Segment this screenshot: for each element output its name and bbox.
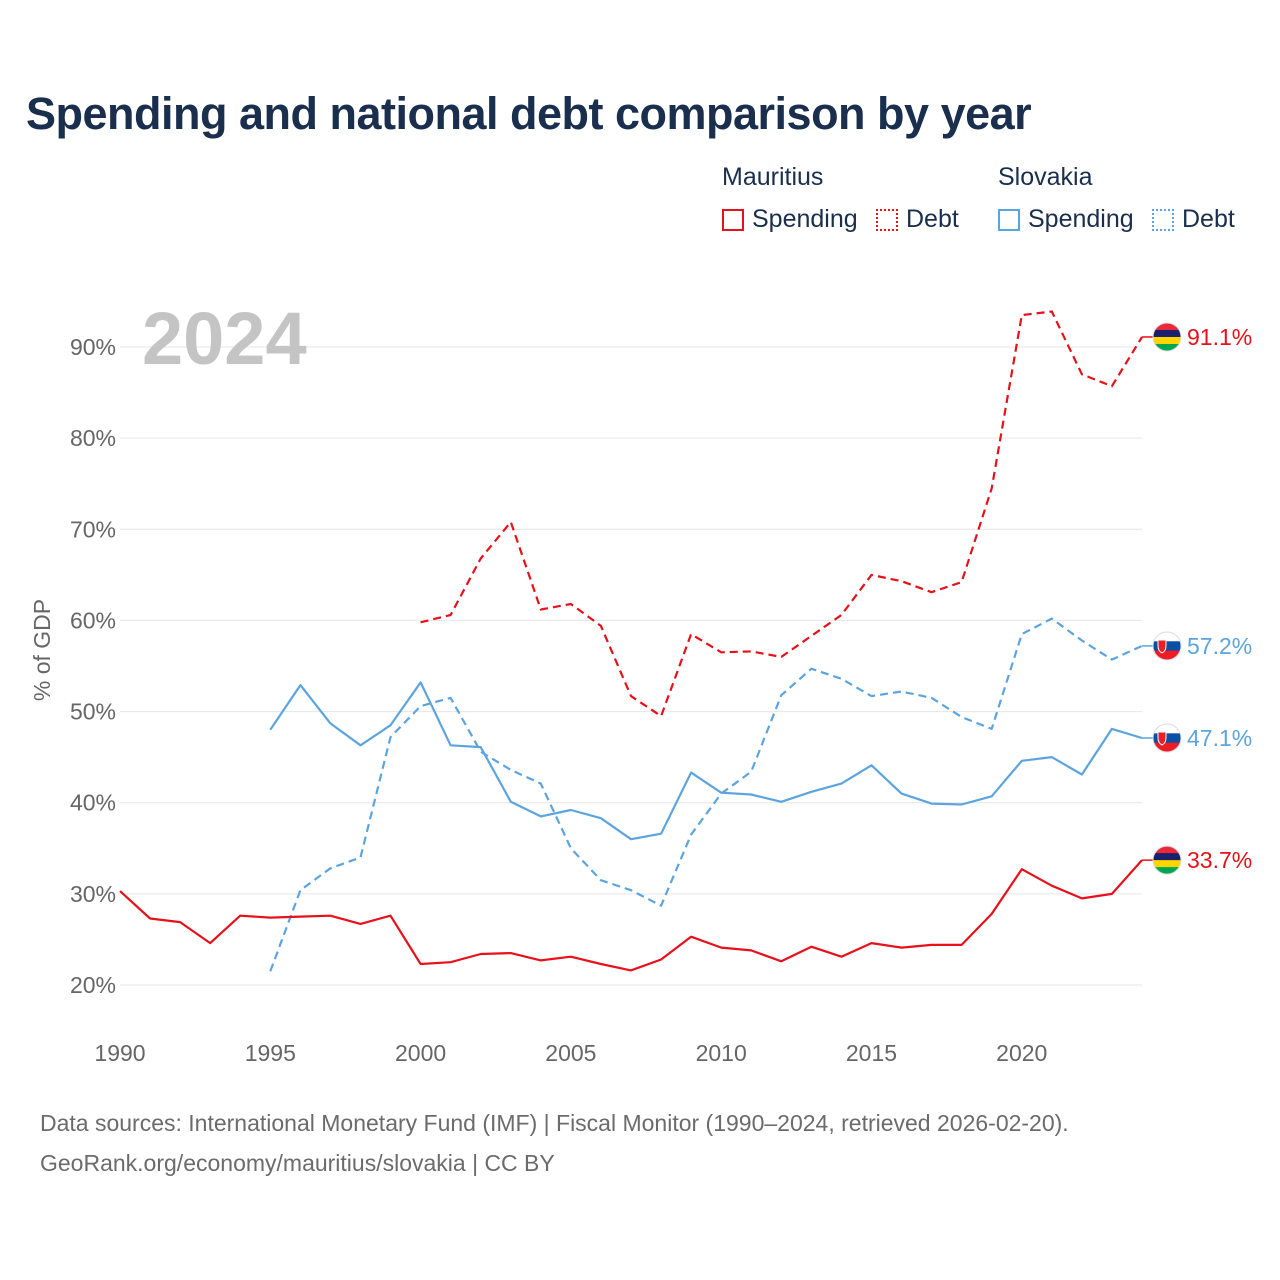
end-value-label: 47.1% (1187, 725, 1252, 751)
slovakia-flag-icon (1152, 723, 1182, 753)
x-tick-label: 2000 (395, 1040, 446, 1066)
legend-label: Debt (1182, 205, 1235, 233)
y-tick-label: 50% (70, 699, 116, 725)
x-tick-label: 2005 (545, 1040, 596, 1066)
legend-label: Spending (752, 205, 858, 233)
legend-country-mauritius: Mauritius (722, 163, 824, 191)
series-line-mauritius-debt[interactable] (420, 310, 1143, 718)
end-value-label: 91.1% (1187, 324, 1252, 350)
x-tick-label: 2020 (996, 1040, 1047, 1066)
y-tick-label: 30% (70, 881, 116, 907)
year-watermark: 2024 (142, 297, 307, 380)
x-tick-label: 2010 (696, 1040, 747, 1066)
y-tick-label: 40% (70, 790, 116, 816)
x-tick-label: 1990 (94, 1040, 145, 1066)
y-tick-label: 20% (70, 972, 116, 998)
series-line-mauritius-spending[interactable] (119, 859, 1143, 972)
slovakia-flag-icon (1152, 631, 1182, 661)
legend-swatch-solid (722, 208, 744, 231)
legend-swatch-solid (998, 208, 1020, 231)
end-value-label: 33.7% (1187, 847, 1252, 873)
mauritius-flag-icon (1152, 845, 1182, 875)
x-tick-label: 2015 (846, 1040, 897, 1066)
legend-swatch-dotted (876, 208, 898, 231)
legend-slovakia-spending[interactable]: Spending (998, 205, 1134, 234)
chart-title: Spending and national debt comparison by… (26, 88, 1032, 139)
legend-mauritius-spending[interactable]: Spending (722, 205, 858, 234)
mauritius-flag-icon (1152, 322, 1182, 352)
series-line-slovakia-debt[interactable] (269, 617, 1143, 972)
y-tick-label: 80% (70, 425, 116, 451)
series-line-slovakia-spending[interactable] (269, 681, 1143, 841)
legend-country-slovakia: Slovakia (998, 163, 1093, 191)
y-tick-label: 60% (70, 607, 116, 633)
x-tick-label: 1995 (245, 1040, 296, 1066)
legend-label: Debt (906, 205, 959, 233)
y-tick-label: 70% (70, 516, 116, 542)
legend-label: Spending (1028, 205, 1134, 233)
legend-mauritius-debt[interactable]: Debt (876, 205, 959, 234)
y-tick-label: 90% (70, 334, 116, 360)
footer-source: Data sources: International Monetary Fun… (40, 1110, 1069, 1136)
legend-swatch-dotted (1152, 208, 1174, 231)
y-axis-title: % of GDP (29, 599, 55, 701)
footer-credit: GeoRank.org/economy/mauritius/slovakia |… (40, 1150, 555, 1176)
legend-slovakia-debt[interactable]: Debt (1152, 205, 1235, 234)
end-value-label: 57.2% (1187, 633, 1252, 659)
